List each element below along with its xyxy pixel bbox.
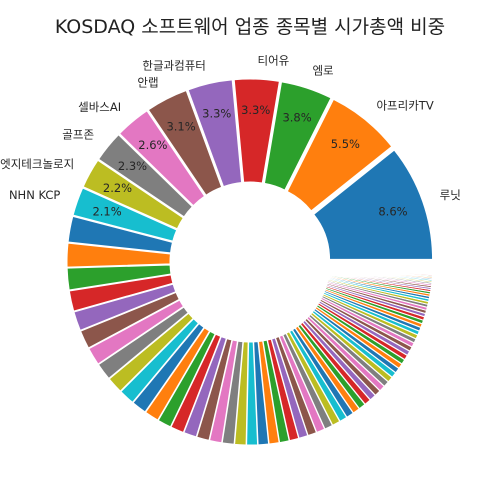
slice-label: 안랩: [137, 76, 158, 90]
pie-slice: [79, 291, 180, 349]
pie-slice: [68, 274, 174, 312]
pie-slice: [97, 306, 189, 380]
slice-label: 셀바스AI: [78, 100, 121, 114]
pie-slice: [118, 110, 206, 207]
slice-percent-label: 3.8%: [282, 110, 311, 124]
pie-slice: [313, 149, 434, 260]
slice-percent-label: 2.3%: [118, 159, 147, 173]
slice-label: 아프리카TV: [376, 98, 433, 112]
pie-slice: [170, 333, 222, 434]
pie-slice: [147, 89, 223, 196]
pie-slice: [144, 327, 211, 421]
pie-slice: [67, 215, 174, 254]
slice-label: 오픈엣지테크놀로지: [0, 157, 74, 171]
chart-title: KOSDAQ 소프트웨어 업종 종목별 시가총액 비중: [54, 16, 446, 38]
pie-slice: [82, 159, 184, 230]
pie-slice: [73, 283, 177, 332]
pie-slice: [157, 330, 216, 428]
slice-label: 한글과컴퓨터: [142, 58, 205, 72]
slice-percent-label: 3.3%: [241, 103, 270, 117]
slice-label: 엠로: [312, 63, 333, 77]
pie-slice: [233, 78, 280, 184]
slice-percent-label: 2.1%: [92, 204, 121, 218]
pie-slice: [132, 322, 205, 413]
pie-slice: [66, 242, 171, 268]
pie-slice: [72, 187, 178, 242]
pie-slice: [120, 318, 200, 404]
slice-label: 루닛: [440, 188, 461, 202]
slice-label: 골프존: [62, 128, 94, 142]
slice-percent-label: 8.6%: [378, 204, 407, 218]
slice-percent-label: 3.3%: [202, 107, 231, 121]
pie-slice: [286, 98, 393, 212]
pie-slice: [221, 340, 244, 445]
pie-slice: [97, 134, 193, 218]
pie-slice: [88, 299, 185, 365]
pie-slice: [234, 341, 249, 446]
slice-percent-label: 2.2%: [103, 181, 132, 195]
slice-percent-label: 3.1%: [166, 120, 195, 134]
slice-label: NHN KCP: [9, 188, 60, 202]
pie-slice: [187, 79, 243, 188]
pie-slice: [108, 312, 194, 392]
pie-slice: [183, 336, 227, 438]
pie-slice: [66, 264, 172, 291]
slice-percent-label: 2.6%: [138, 138, 167, 152]
pie-slice: [263, 81, 332, 191]
slice-percent-label: 5.5%: [331, 137, 360, 151]
pie-slice: [208, 339, 239, 444]
pie-slice: [196, 337, 233, 441]
slice-label: 티어유: [258, 54, 290, 68]
